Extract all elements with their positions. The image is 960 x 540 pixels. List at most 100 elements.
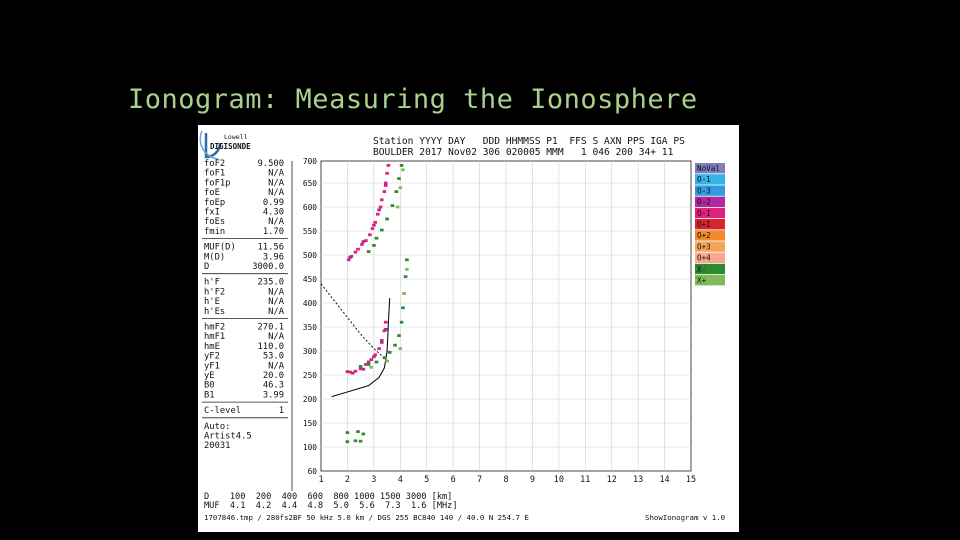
- plot-data-points: [345, 164, 409, 444]
- x-tick-label: 2: [345, 475, 350, 485]
- data-point: [385, 171, 389, 175]
- param-key: hmF1: [204, 332, 225, 342]
- param-value: N/A: [268, 169, 285, 179]
- auto-block-line: Artist4.5: [204, 432, 252, 442]
- auto-block-line: 20031: [204, 441, 230, 451]
- param-key: D: [204, 262, 209, 272]
- data-point: [383, 181, 388, 185]
- auto-block-line: Auto:: [204, 422, 230, 432]
- param-key: yF2: [204, 352, 220, 362]
- param-key: foEp: [204, 198, 225, 208]
- legend-swatch: [695, 196, 725, 207]
- footer-left: 1707846.tmp / 280fs2BF 50 kHz 5.0 km / D…: [204, 513, 529, 522]
- param-key: h'F2: [204, 287, 225, 297]
- y-tick-label: 60: [308, 467, 318, 476]
- x-tick-label: 7: [477, 475, 482, 485]
- data-point: [393, 343, 397, 347]
- y-tick-label: 100: [303, 443, 317, 452]
- param-key: h'Es: [204, 307, 225, 317]
- param-value: 11.56: [258, 243, 284, 253]
- x-tick-label: 3: [371, 475, 376, 485]
- legend-label: O-I: [697, 209, 711, 218]
- parameter-table: foF2 9.500 foF1 N/A foF1p N/A foE N/A foEp 0.99 fx…: [202, 159, 293, 491]
- param-value: 9.500: [258, 159, 284, 169]
- data-point: [390, 204, 395, 207]
- legend-swatch: [695, 174, 725, 185]
- param-key: M(D): [204, 252, 225, 262]
- legend-label: X+: [697, 276, 707, 285]
- plot-grid: [320, 160, 692, 472]
- data-point: [385, 359, 389, 363]
- param-value: 3.99: [263, 390, 284, 400]
- y-tick-label: 400: [303, 299, 317, 308]
- data-point: [402, 292, 406, 295]
- slide-title: Ionogram: Measuring the Ionosphere: [128, 84, 698, 115]
- param-key: foF1: [204, 169, 225, 179]
- y-tick-label: 600: [303, 203, 317, 212]
- data-point: [386, 164, 391, 167]
- data-point: [372, 223, 376, 227]
- param-value: 1: [279, 406, 284, 416]
- legend-swatch: [695, 207, 725, 219]
- data-point: [378, 205, 383, 209]
- data-point: [382, 356, 387, 360]
- data-point: [403, 275, 408, 278]
- data-point: [397, 334, 401, 337]
- param-value: 270.1: [258, 323, 284, 333]
- data-point: [380, 198, 384, 202]
- data-point: [401, 306, 405, 310]
- data-point: [397, 177, 401, 180]
- param-value: 1.70: [263, 227, 284, 237]
- plot-curves: [320, 283, 391, 398]
- data-point: [366, 363, 371, 366]
- mode-legend: NoVal O-1 O-3 O-2 O-I O+I O+2 O+3 O+4 X- X+: [695, 163, 725, 286]
- data-point: [353, 439, 358, 443]
- param-value: N/A: [268, 287, 285, 297]
- data-point: [385, 217, 389, 221]
- data-point: [358, 365, 363, 368]
- x-tick-label: 10: [554, 475, 564, 485]
- legend-label: NoVal: [697, 164, 720, 173]
- data-point: [398, 347, 403, 350]
- y-tick-label: 700: [303, 157, 317, 166]
- y-tick-label: 500: [303, 251, 317, 260]
- legend-swatch: [695, 275, 725, 286]
- param-value: N/A: [268, 361, 285, 371]
- legend-swatch: [695, 163, 725, 174]
- x-tick-label: 8: [503, 475, 508, 485]
- x-tick-label: 9: [530, 475, 535, 485]
- y-tick-label: 300: [303, 347, 317, 356]
- x-tick-label: 15: [686, 475, 696, 485]
- data-point: [382, 190, 387, 193]
- y-tick-label: 150: [303, 419, 317, 428]
- data-point: [398, 186, 403, 190]
- digisonde-logo: Lowell DIGISONDE: [199, 130, 251, 160]
- data-point: [399, 164, 404, 167]
- data-point: [366, 360, 371, 364]
- data-point: [383, 320, 388, 324]
- param-key: MUF(D): [204, 243, 236, 253]
- param-key: foEs: [204, 217, 225, 227]
- legend-swatch: [695, 219, 725, 230]
- data-point: [399, 320, 404, 324]
- data-point: [361, 367, 366, 371]
- legend-swatch: [695, 241, 725, 252]
- param-value: 235.0: [258, 278, 284, 288]
- data-point: [374, 360, 379, 364]
- param-value: 20.0: [263, 371, 284, 381]
- param-key: foF2: [204, 159, 225, 169]
- distance-row: D 100 200 400 600 800 1000 1500 3000 [km…: [204, 492, 452, 502]
- data-point: [358, 367, 363, 371]
- legend-label: O+2: [697, 231, 711, 240]
- legend-label: O-3: [697, 186, 711, 195]
- data-point: [401, 168, 405, 172]
- data-point: [353, 250, 358, 254]
- legend-label: O+I: [697, 220, 711, 229]
- data-point: [374, 236, 379, 240]
- header-line1: Station YYYY DAY DDD HHMMSS P1 FFS S AXN…: [373, 136, 685, 147]
- data-point: [364, 239, 368, 242]
- param-value: 110.0: [258, 342, 284, 352]
- data-point: [372, 355, 376, 359]
- data-point: [369, 365, 373, 369]
- data-point: [383, 184, 388, 187]
